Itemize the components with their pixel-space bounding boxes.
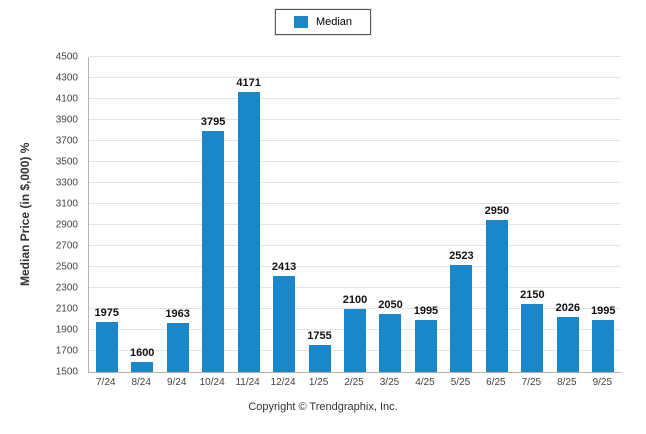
gridline (89, 182, 621, 183)
gridline (89, 56, 621, 57)
bar-value-label: 2050 (378, 299, 403, 312)
x-axis: 7/24 8/24 9/24 10/24 11/24 12/24 1/25 2/25 3/25 4… (88, 377, 620, 388)
gridline (89, 119, 621, 120)
y-tick-label: 2500 (55, 261, 78, 273)
gridline (89, 287, 621, 288)
bar (95, 322, 118, 372)
y-tick-label: 1700 (55, 345, 78, 357)
bar-column: 2950 (479, 57, 514, 372)
bar-value-label: 2100 (342, 294, 368, 306)
x-tick-label: 3/25 (379, 377, 400, 388)
bar (202, 131, 225, 372)
y-tick-label: 4500 (55, 51, 78, 63)
bar-column: 2050 (373, 57, 408, 372)
bar-value-label: 4171 (236, 76, 261, 89)
bar-value-label: 3795 (200, 116, 226, 129)
bar (379, 314, 402, 372)
gridline (89, 140, 621, 141)
x-tick-label: 9/24 (166, 377, 187, 388)
bar-column: 1975 (89, 57, 124, 372)
bar-column: 2523 (444, 57, 479, 372)
x-tick-label: 4/25 (415, 377, 435, 388)
bar (485, 219, 508, 372)
y-tick-label: 3500 (55, 156, 78, 168)
bar (166, 323, 189, 372)
y-tick-label: 1900 (55, 324, 78, 336)
bar-column: 1995 (586, 57, 621, 372)
y-tick-label: 3300 (55, 177, 78, 189)
x-tick-label: 6/25 (486, 377, 506, 388)
x-tick-label: 7/25 (521, 377, 542, 388)
bar (450, 264, 473, 372)
bar (592, 320, 615, 372)
bar-column: 2100 (337, 57, 372, 372)
x-tick-label: 1/25 (308, 377, 329, 388)
bar-column: 2026 (550, 57, 585, 372)
legend-swatch (293, 16, 308, 28)
y-tick-label: 3700 (55, 135, 78, 147)
legend-label: Median (315, 16, 353, 28)
y-tick-label: 2100 (55, 303, 78, 315)
x-tick-label: 9/25 (592, 377, 613, 388)
bar-column: 2150 (515, 57, 550, 372)
bar-value-label: 2413 (271, 261, 297, 274)
bar-column: 1755 (302, 57, 337, 372)
x-tick-label: 11/24 (235, 377, 260, 388)
legend: Median (274, 9, 372, 35)
bar-value-label: 1963 (165, 308, 190, 321)
x-tick-label: 8/25 (557, 377, 577, 388)
bar-column: 1995 (408, 57, 443, 372)
gridline (89, 308, 621, 309)
x-tick-label: 10/24 (199, 377, 225, 388)
bar-column: 3795 (195, 57, 230, 372)
bar (521, 303, 544, 372)
gridline (89, 203, 621, 204)
y-tick-label: 4100 (55, 93, 78, 105)
bars: 1975 1600 1963 3795 4171 2413 1755 2100 2050 1995… (89, 57, 621, 372)
x-tick-label: 7/24 (96, 377, 116, 388)
gridline (89, 266, 621, 267)
bar-value-label: 1975 (94, 307, 119, 320)
bar-column: 2413 (266, 57, 301, 372)
x-tick-label: 5/25 (450, 377, 471, 388)
bar-value-label: 1600 (129, 346, 155, 359)
bar (273, 276, 296, 372)
gridline (89, 77, 621, 78)
x-tick-label: 2/25 (344, 377, 364, 388)
bar (414, 320, 437, 372)
y-tick-label: 4300 (55, 72, 78, 84)
y-tick-label: 1500 (55, 366, 78, 378)
gridline (89, 224, 621, 225)
bar (131, 361, 154, 372)
y-tick-label: 2900 (55, 219, 78, 231)
gridline (89, 161, 621, 162)
bar-value-label: 1995 (413, 305, 439, 318)
y-tick-label: 3900 (55, 114, 78, 126)
copyright-text: Copyright © Trendgraphix, Inc. (248, 401, 398, 413)
bar-value-label: 1755 (307, 330, 332, 343)
bar-column: 4171 (231, 57, 266, 372)
y-axis-title: Median Price (in $,000) % (18, 142, 32, 287)
bar-value-label: 2150 (520, 288, 545, 301)
y-tick-label: 2300 (55, 282, 78, 294)
plot-area: 1975 1600 1963 3795 4171 2413 1755 2100 2050 1995… (88, 56, 621, 373)
bar-value-label: 2523 (449, 249, 474, 262)
y-tick-label: 3100 (55, 198, 78, 210)
bar (344, 309, 366, 372)
bar-value-label: 1995 (591, 305, 616, 318)
y-tick-label: 2700 (55, 240, 78, 252)
bar (237, 91, 260, 372)
bar-value-label: 2950 (484, 204, 510, 217)
bar-value-label: 2026 (555, 301, 581, 314)
y-axis: 1500 1700 1900 2100 2300 2500 2700 2900 3100 3300… (42, 52, 84, 378)
bar (556, 316, 579, 372)
bar-column: 1600 (124, 57, 159, 372)
bar-column: 1963 (160, 57, 195, 372)
x-tick-label: 8/24 (131, 377, 151, 388)
bar (308, 345, 331, 372)
x-tick-label: 12/24 (270, 377, 296, 388)
gridline (89, 245, 621, 246)
gridline (89, 98, 621, 99)
